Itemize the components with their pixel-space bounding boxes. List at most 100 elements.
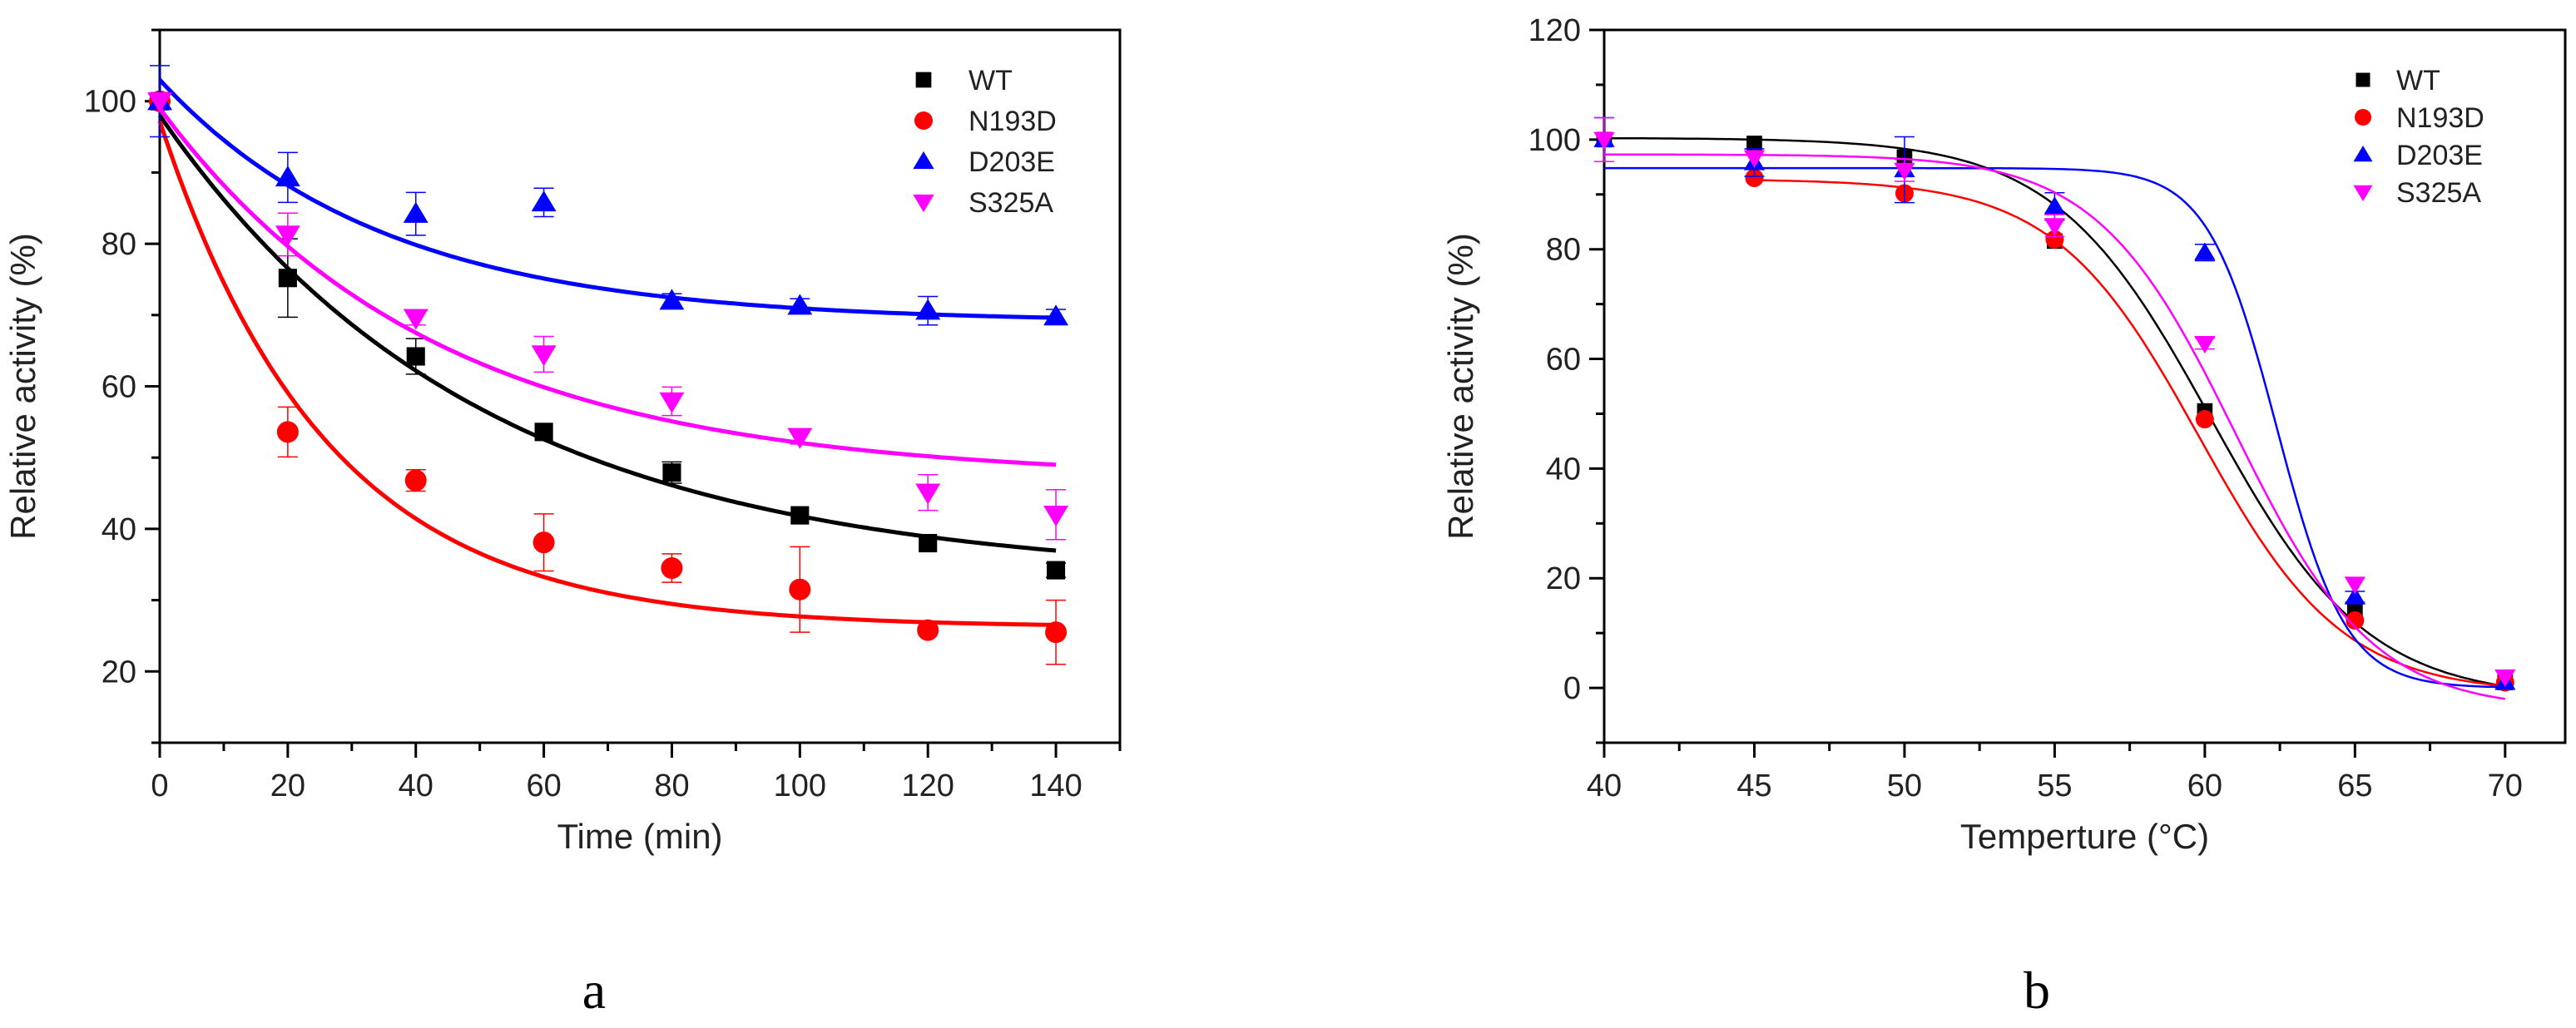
fit-curve <box>1754 179 2505 688</box>
data-point <box>661 557 683 580</box>
y-tick-label: 120 <box>1528 13 1581 48</box>
data-point <box>1894 162 1915 180</box>
data-point <box>1043 506 1069 527</box>
data-point <box>2045 230 2064 249</box>
data-point <box>534 423 553 442</box>
data-point <box>2346 610 2365 630</box>
data-point <box>917 619 939 641</box>
data-point <box>1043 304 1069 326</box>
fit-curve <box>157 120 1057 627</box>
series-d203e <box>1593 116 2516 690</box>
y-tick-label: 100 <box>84 85 136 120</box>
x-tick-label: 80 <box>654 769 689 803</box>
data-point <box>2195 410 2214 429</box>
legend-marker <box>913 151 934 170</box>
series-wt <box>150 91 1067 580</box>
y-tick-label: 100 <box>1528 123 1581 158</box>
legend-marker <box>2353 146 2373 162</box>
data-point <box>404 469 427 492</box>
data-point <box>1743 150 1766 168</box>
data-point <box>531 190 557 212</box>
data-point <box>659 392 685 413</box>
data-point <box>1045 621 1068 644</box>
data-point <box>2043 196 2066 215</box>
data-point <box>915 299 941 320</box>
data-point <box>662 463 681 482</box>
x-tick-label: 50 <box>1887 769 1922 803</box>
data-point <box>531 345 557 367</box>
x-tick-label: 55 <box>2037 769 2072 803</box>
legend-label: D203E <box>2396 140 2483 171</box>
legend-label: WT <box>2396 65 2440 96</box>
fit-curve <box>157 114 1057 553</box>
data-point <box>275 225 300 247</box>
data-point <box>147 91 172 113</box>
legend-label: N193D <box>2396 102 2484 134</box>
legend-label: D203E <box>968 146 1055 178</box>
data-point <box>278 269 297 288</box>
legend-label: WT <box>968 65 1013 96</box>
data-point <box>403 309 429 330</box>
legend-marker <box>914 111 933 130</box>
y-tick-label: 20 <box>102 655 136 689</box>
data-point <box>915 483 941 505</box>
data-point <box>533 531 555 554</box>
legend-marker <box>2353 185 2373 201</box>
x-tick-label: 60 <box>526 769 561 803</box>
y-tick-label: 80 <box>102 227 136 262</box>
legend-label: N193D <box>968 106 1057 137</box>
data-point <box>919 533 938 553</box>
y-tick-label: 40 <box>102 512 136 547</box>
x-axis-title: Time (min) <box>557 817 722 856</box>
data-point <box>403 201 429 223</box>
x-tick-label: 40 <box>1587 769 1622 803</box>
x-tick-label: 70 <box>2488 769 2523 803</box>
data-point <box>790 506 810 525</box>
x-tick-label: 100 <box>774 769 826 803</box>
data-point <box>2344 576 2365 595</box>
data-point <box>1746 136 1762 151</box>
legend-marker <box>2356 72 2370 87</box>
series-s325a <box>147 91 1069 541</box>
y-tick-label: 60 <box>1546 343 1581 378</box>
y-tick-label: 20 <box>1546 561 1581 596</box>
data-point <box>406 347 425 366</box>
data-point <box>275 166 300 187</box>
data-point <box>787 428 813 449</box>
legend-marker <box>915 72 932 88</box>
data-point <box>659 289 685 310</box>
data-point <box>2043 218 2066 236</box>
x-tick-label: 45 <box>1736 769 1771 803</box>
series-n193d <box>1745 168 2514 692</box>
data-point <box>1047 561 1066 580</box>
panel-label: b <box>2024 961 2050 1020</box>
data-point <box>276 421 299 443</box>
data-point <box>2194 336 2216 354</box>
panel-a-chart: 0 20 40 60 80 100 120 140 20 40 60 80 100 Time (min) R… <box>3 28 1122 1020</box>
data-point <box>1745 168 1764 187</box>
legend-label: S325A <box>2396 177 2481 209</box>
x-tick-label: 65 <box>2337 769 2372 803</box>
fit-curve <box>158 106 1057 467</box>
legend-label: S325A <box>968 187 1053 219</box>
x-axis-title: Temperture (°C) <box>1960 817 2209 856</box>
x-tick-label: 20 <box>270 769 305 803</box>
plot-frame <box>1603 28 2567 744</box>
data-point <box>2344 586 2365 605</box>
x-tick-label: 0 <box>151 769 168 803</box>
data-point <box>789 578 811 600</box>
x-tick-label: 40 <box>399 769 433 803</box>
y-tick-label: 0 <box>1563 671 1581 706</box>
y-tick-label: 60 <box>102 370 136 405</box>
y-tick-label: 40 <box>1546 452 1581 487</box>
data-point <box>2494 669 2516 687</box>
panel-label: a <box>582 961 606 1020</box>
panel-b-chart: 40 45 50 55 60 65 70 0 20 40 60 80 100 120 Temperture … <box>1441 13 2567 1020</box>
y-axis-title: Relative activity (%) <box>3 233 42 540</box>
x-tick-label: 60 <box>2187 769 2222 803</box>
y-tick-label: 80 <box>1546 233 1581 268</box>
y-axis-title: Relative activity (%) <box>1441 233 1480 540</box>
legend-marker <box>913 194 934 213</box>
data-point <box>1593 131 1615 150</box>
